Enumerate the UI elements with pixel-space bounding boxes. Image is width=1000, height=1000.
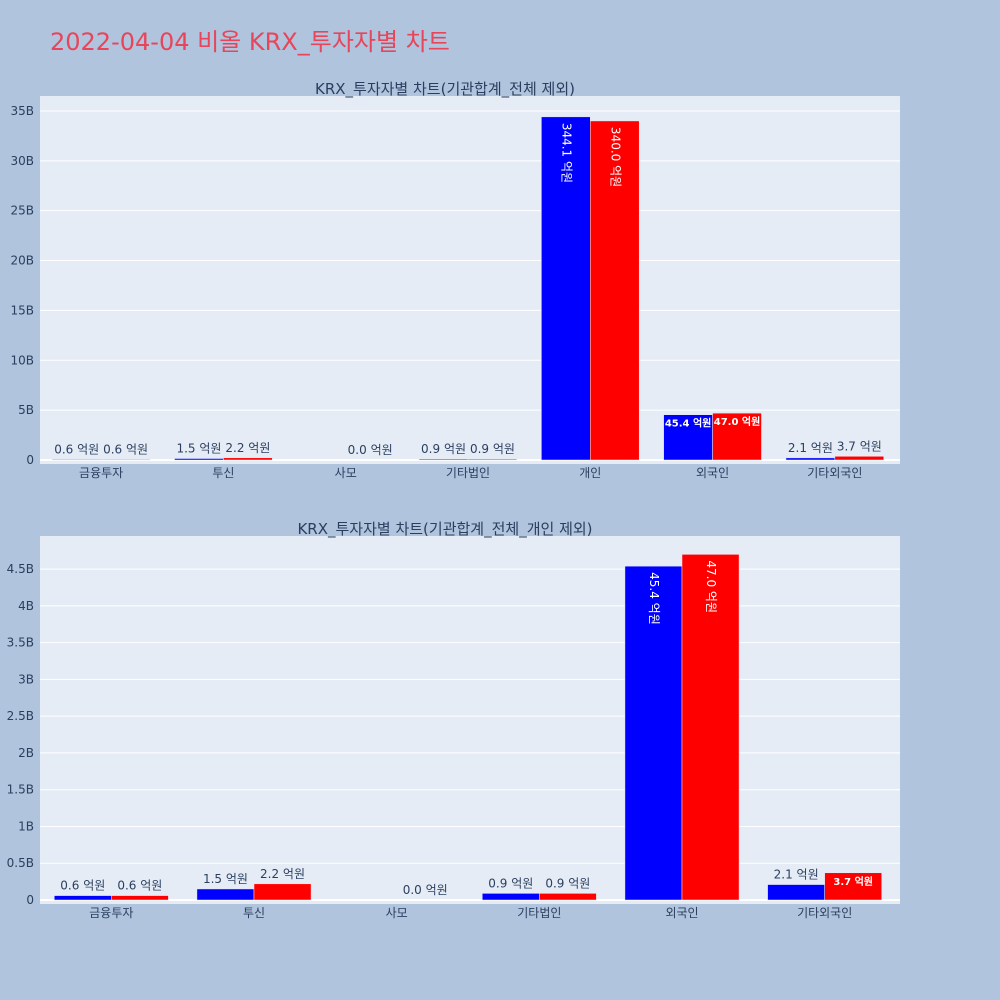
bar bbox=[681, 554, 740, 901]
bar bbox=[712, 412, 762, 461]
bar bbox=[482, 893, 540, 901]
y-tick-label: 1.5B bbox=[7, 783, 34, 797]
data-label: 0.0 억원 bbox=[403, 883, 448, 897]
x-tick-label: 외국인 bbox=[665, 906, 698, 920]
data-label: 0.9 억원 bbox=[488, 876, 533, 890]
y-tick-label: 35B bbox=[10, 104, 34, 118]
chart-title: KRX_투자자별 차트(기관합계_전체_개인 제외) bbox=[297, 520, 592, 539]
bar bbox=[51, 459, 102, 461]
y-tick-label: 3B bbox=[18, 672, 34, 686]
y-tick-label: 3.5B bbox=[7, 636, 34, 650]
y-tick-label: 1B bbox=[18, 819, 34, 833]
bar bbox=[223, 457, 273, 461]
data-label: 0.9 억원 bbox=[545, 876, 590, 890]
chart-top: KRX_투자자별 차트(기관합계_전체 제외) 0 5B 10B 15B 20B 25B 30… bbox=[10, 80, 900, 480]
data-label: 0.6 억원 bbox=[103, 442, 148, 456]
data-label: 2.2 억원 bbox=[260, 867, 305, 881]
y-tick-label: 0.5B bbox=[7, 856, 34, 870]
y-tick-label: 4.5B bbox=[7, 562, 34, 576]
data-label: 1.5 억원 bbox=[176, 442, 221, 456]
data-label: 0.6 억원 bbox=[54, 442, 99, 456]
data-label: 0.9 억원 bbox=[470, 442, 515, 456]
bar bbox=[418, 458, 469, 461]
y-tick-label: 0 bbox=[26, 893, 34, 907]
page-title: 2022-04-04 비올 KRX_투자자별 차트 bbox=[50, 28, 450, 56]
x-tick-label: 기타법인 bbox=[446, 466, 490, 480]
data-label: 3.7 억원 bbox=[833, 875, 873, 888]
y-tick-label: 20B bbox=[10, 254, 34, 268]
x-tick-label: 기타외국인 bbox=[797, 906, 852, 920]
y-tick-label: 2B bbox=[18, 746, 34, 760]
data-label: 2.2 억원 bbox=[225, 441, 270, 455]
x-tick-label: 투신 bbox=[212, 466, 234, 480]
bar bbox=[111, 895, 169, 901]
bar bbox=[539, 893, 597, 901]
y-tick-label: 4B bbox=[18, 599, 34, 613]
bar bbox=[541, 116, 591, 461]
data-label: 45.4 억원 bbox=[665, 417, 712, 430]
x-tick-label: 기타법인 bbox=[517, 906, 561, 920]
data-label: 2.1 억원 bbox=[788, 441, 833, 455]
bar bbox=[624, 565, 683, 901]
chart-bottom: KRX_투자자별 차트(기관합계_전체_개인 제외) 0 0.5B 1B 1.5B 2B 2… bbox=[7, 520, 900, 920]
bar bbox=[834, 456, 885, 461]
y-tick-label: 2.5B bbox=[7, 709, 34, 723]
x-tick-label: 사모 bbox=[386, 906, 408, 920]
x-tick-label: 금융투자 bbox=[89, 906, 133, 920]
data-label: 3.7 억원 bbox=[837, 439, 882, 453]
y-tick-label: 25B bbox=[10, 204, 34, 218]
y-tick-label: 0 bbox=[26, 453, 34, 467]
chart-title: KRX_투자자별 차트(기관합계_전체 제외) bbox=[315, 80, 575, 99]
x-tick-label: 투신 bbox=[243, 906, 265, 920]
data-label: 0.9 억원 bbox=[421, 442, 466, 456]
data-label: 45.4 억원 bbox=[647, 572, 661, 625]
data-label: 1.5 억원 bbox=[203, 872, 248, 886]
bar bbox=[590, 120, 640, 461]
plot-area bbox=[40, 96, 900, 464]
data-label: 2.1 억원 bbox=[774, 868, 819, 882]
y-tick-label: 30B bbox=[10, 154, 34, 168]
x-tick-label: 개인 bbox=[579, 466, 601, 480]
data-label: 47.0 억원 bbox=[704, 560, 718, 613]
data-label: 0.6 억원 bbox=[117, 879, 162, 893]
y-tick-label: 5B bbox=[18, 403, 34, 417]
data-label: 47.0 억원 bbox=[714, 415, 761, 428]
bar bbox=[663, 414, 713, 461]
bar bbox=[785, 457, 836, 461]
x-tick-label: 기타외국인 bbox=[807, 466, 862, 480]
data-label: 0.6 억원 bbox=[60, 879, 105, 893]
bar bbox=[253, 883, 312, 901]
y-tick-label: 15B bbox=[10, 303, 34, 317]
bar bbox=[767, 884, 825, 901]
bar bbox=[467, 458, 518, 461]
y-tick-label: 10B bbox=[10, 353, 34, 367]
data-label: 340.0 억원 bbox=[608, 127, 622, 187]
bar bbox=[54, 895, 112, 901]
bar bbox=[824, 872, 882, 901]
data-label: 344.1 억원 bbox=[559, 123, 573, 183]
x-tick-label: 사모 bbox=[335, 466, 357, 480]
bar bbox=[100, 459, 151, 461]
bar bbox=[196, 888, 255, 901]
bar bbox=[174, 458, 224, 461]
x-tick-label: 금융투자 bbox=[79, 466, 123, 480]
x-tick-label: 외국인 bbox=[696, 466, 729, 480]
plot-area bbox=[40, 536, 900, 904]
data-label: 0.0 억원 bbox=[348, 443, 393, 457]
